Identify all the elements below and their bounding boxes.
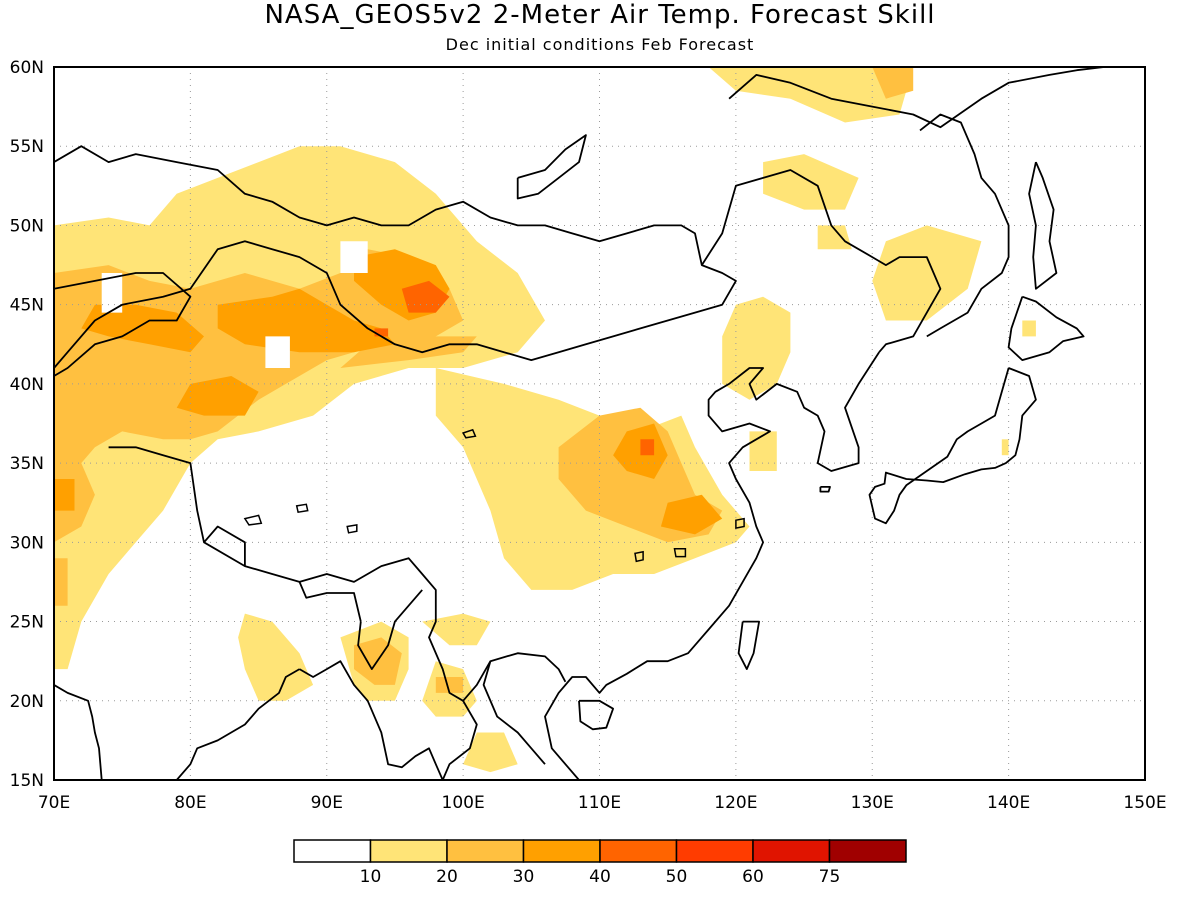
lake-outline: [295, 503, 309, 514]
lake-outline: [243, 514, 263, 526]
legend-label: 40: [589, 867, 611, 887]
legend-label: 10: [360, 867, 382, 887]
skill-region-level-1: [463, 732, 518, 773]
coastline: [578, 699, 614, 731]
latitude-tick-label: 60N: [10, 58, 44, 78]
latitude-tick-label: 15N: [10, 771, 44, 791]
coastline: [203, 525, 246, 567]
coastline: [819, 485, 831, 493]
legend-swatch: [752, 839, 831, 863]
latitude-tick-label: 55N: [10, 137, 44, 157]
coastline: [482, 660, 546, 765]
lat-lon-grid: [54, 67, 1145, 780]
legend-swatch: [522, 839, 601, 863]
skill-region-level-3: [660, 494, 723, 535]
coastline: [299, 660, 444, 780]
latitude-axis-labels: 15N 20N 25N 30N 35N 40N 45N 50N 55N 60N: [10, 58, 44, 791]
skill-region-level-1: [1022, 320, 1036, 337]
skill-region-level-1: [749, 431, 777, 471]
latitude-tick-label: 50N: [10, 216, 44, 236]
longitude-tick-label: 80E: [174, 793, 206, 813]
lake-outline: [346, 524, 358, 534]
coastline: [919, 113, 1010, 338]
skill-region-level-3: [176, 376, 259, 416]
plot-frame: [53, 66, 1146, 781]
coastline: [357, 589, 423, 670]
coastline: [1007, 295, 1085, 362]
legend-swatch: [675, 839, 754, 863]
legend-swatch: [828, 839, 907, 863]
legend-swatch: [369, 839, 448, 863]
longitude-tick-label: 110E: [578, 793, 621, 813]
map-subtitle: Dec initial conditions Feb Forecast: [445, 35, 755, 54]
coastline: [298, 581, 362, 622]
skill-region-level-1: [722, 296, 791, 400]
coastline: [54, 272, 192, 377]
latitude-tick-label: 40N: [10, 375, 44, 395]
coastline: [54, 145, 737, 369]
coastline: [868, 367, 1037, 525]
skill-region-level-1: [817, 225, 852, 250]
legend-label: 60: [742, 867, 764, 887]
skill-region-level-1: [238, 613, 314, 701]
skill-region-level-3: [81, 304, 204, 353]
skill-region-level-1: [1001, 439, 1009, 456]
longitude-tick-label: 130E: [851, 793, 894, 813]
lake-outline: [634, 550, 644, 563]
longitude-tick-label: 150E: [1123, 793, 1166, 813]
longitude-tick-label: 90E: [311, 793, 343, 813]
coastline: [54, 684, 103, 780]
coastline: [176, 668, 300, 780]
longitude-tick-label: 100E: [442, 793, 485, 813]
skill-region-level-3: [54, 479, 75, 511]
legend-label: 30: [513, 867, 535, 887]
coastline: [441, 700, 478, 780]
map-title: NASA_GEOS5v2 2-Meter Air Temp. Forecast …: [264, 0, 936, 30]
legend-swatch: [599, 839, 678, 863]
coastline: [701, 169, 942, 353]
skill-region-level-4: [374, 328, 389, 337]
color-legend: 10 20 30 40 50 60 75: [293, 839, 907, 887]
legend-swatch: [293, 839, 372, 863]
coastline: [544, 351, 880, 780]
latitude-tick-label: 20N: [10, 692, 44, 712]
coastline: [516, 134, 587, 200]
legend-swatch: [446, 839, 525, 863]
longitude-tick-label: 70E: [38, 793, 70, 813]
coastline: [728, 67, 1132, 129]
skill-region-level-4: [640, 439, 655, 456]
legend-label: 75: [819, 867, 841, 887]
coastline: [108, 446, 567, 702]
longitude-tick-label: 140E: [987, 793, 1030, 813]
skill-region-level-2: [872, 67, 914, 99]
skill-region-level-4: [401, 280, 450, 313]
skill-region-level-1: [708, 67, 914, 123]
longitude-axis-labels: 70E 80E 90E 100E 110E 120E 130E 140E 150E: [38, 793, 1167, 813]
coastline: [737, 620, 760, 670]
missing-data-cell: [340, 241, 368, 273]
legend-label: 20: [436, 867, 458, 887]
latitude-tick-label: 25N: [10, 613, 44, 633]
longitude-tick-label: 120E: [714, 793, 757, 813]
lake-outline: [735, 517, 745, 530]
skill-region-level-3: [217, 288, 395, 353]
latitude-tick-label: 30N: [10, 533, 44, 553]
coastline: [1028, 161, 1058, 290]
lake-outline: [461, 428, 477, 439]
skill-region-level-1: [872, 225, 982, 321]
skill-contour-fills: [54, 67, 1036, 773]
skill-region-level-2: [54, 558, 68, 606]
missing-data-cell: [101, 273, 123, 313]
latitude-tick-label: 45N: [10, 296, 44, 316]
missing-data-cell: [265, 336, 290, 368]
coastlines-and-borders: [54, 67, 1132, 780]
skill-region-level-1: [422, 613, 491, 646]
skill-region-level-2: [435, 677, 464, 693]
lake-outline: [673, 547, 687, 558]
legend-label: 50: [666, 867, 688, 887]
latitude-tick-label: 35N: [10, 454, 44, 474]
